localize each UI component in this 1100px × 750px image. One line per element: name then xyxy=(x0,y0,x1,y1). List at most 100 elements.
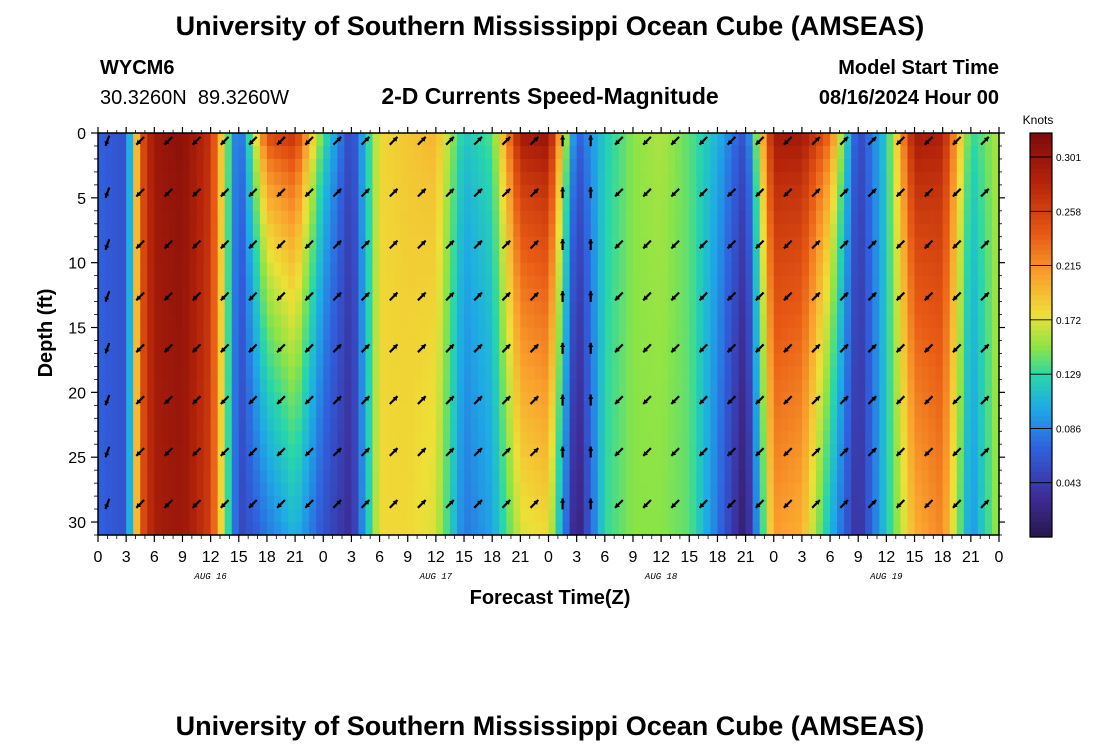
heatmap-cell xyxy=(520,275,528,290)
heatmap-cell xyxy=(569,145,578,160)
heatmap-cell xyxy=(780,133,789,147)
heatmap-cell xyxy=(196,223,205,238)
heatmap-cell xyxy=(808,379,817,393)
heatmap-cell xyxy=(464,314,472,329)
heatmap-cell xyxy=(801,522,810,536)
heatmap-cell xyxy=(618,184,627,199)
heatmap-cell xyxy=(499,262,507,277)
heatmap-cell xyxy=(119,133,127,147)
heatmap-cell xyxy=(956,483,965,497)
heatmap-cell xyxy=(837,236,845,251)
heatmap-cell xyxy=(182,133,191,147)
heatmap-cell xyxy=(281,509,289,523)
heatmap-cell xyxy=(499,197,507,212)
heatmap-cell xyxy=(893,327,902,342)
heatmap-cell xyxy=(351,133,360,147)
colorbar-segment xyxy=(1030,496,1052,503)
heatmap-cell xyxy=(618,145,627,160)
heatmap-cell xyxy=(196,314,205,329)
heatmap-cell xyxy=(464,275,472,290)
current-vector-arrow xyxy=(473,343,483,353)
heatmap-cell xyxy=(119,327,127,342)
heatmap-cell xyxy=(823,275,831,290)
current-vector-arrow xyxy=(332,239,342,250)
heatmap-cell xyxy=(900,366,909,380)
heatmap-cell xyxy=(238,522,247,536)
heatmap-cell xyxy=(175,509,184,523)
heatmap-cell xyxy=(421,431,430,445)
heatmap-cell xyxy=(640,184,648,199)
heatmap-cell xyxy=(302,353,310,368)
heatmap-cell xyxy=(724,145,733,160)
heatmap-cell xyxy=(309,444,317,458)
heatmap-cell xyxy=(316,392,324,406)
heatmap-cell xyxy=(337,314,345,329)
heatmap-cell xyxy=(632,236,641,251)
heatmap-cell xyxy=(977,236,986,251)
heatmap-cell xyxy=(464,249,472,264)
heatmap-cell xyxy=(773,470,782,484)
heatmap-cell xyxy=(506,353,514,368)
heatmap-cell xyxy=(837,197,845,212)
heatmap-cell xyxy=(956,249,965,264)
heatmap-cell xyxy=(98,133,106,147)
heatmap-cell xyxy=(414,236,423,251)
heatmap-cell xyxy=(780,288,789,303)
heatmap-cell xyxy=(435,145,444,160)
heatmap-cell xyxy=(597,171,606,186)
heatmap-cell xyxy=(823,405,831,419)
heatmap-cell xyxy=(604,340,613,355)
heatmap-cell xyxy=(464,223,472,238)
heatmap-cell xyxy=(140,340,148,355)
heatmap-cell xyxy=(661,249,669,264)
heatmap-cell xyxy=(654,431,662,445)
heatmap-cell xyxy=(273,171,282,186)
heatmap-cell xyxy=(203,366,212,380)
heatmap-cell xyxy=(604,301,613,316)
heatmap-cell xyxy=(464,483,472,497)
heatmap-cell xyxy=(844,275,852,290)
heatmap-cell xyxy=(365,496,374,510)
heatmap-cell xyxy=(724,392,733,406)
heatmap-cell xyxy=(935,405,944,419)
heatmap-cell xyxy=(421,314,430,329)
heatmap-cell xyxy=(844,197,852,212)
current-vector-arrow xyxy=(220,291,230,302)
heatmap-cell xyxy=(949,210,958,225)
heatmap-cell xyxy=(259,184,268,199)
heatmap-cell xyxy=(259,275,268,290)
colorbar-segment xyxy=(1030,461,1052,467)
heatmap-cell xyxy=(752,210,761,225)
colorbar-segment xyxy=(1030,228,1052,235)
current-vector-arrow xyxy=(248,136,258,146)
heatmap-cell xyxy=(337,444,345,458)
heatmap-cell xyxy=(421,509,430,523)
heatmap-cell xyxy=(689,301,697,316)
heatmap-cell xyxy=(991,470,1000,484)
heatmap-cell xyxy=(534,470,543,484)
heatmap-cell xyxy=(935,236,944,251)
heatmap-cell xyxy=(984,145,993,160)
heatmap-cell xyxy=(154,457,162,471)
heatmap-cell xyxy=(618,353,627,368)
heatmap-cell xyxy=(471,145,479,160)
heatmap-cell xyxy=(126,431,134,445)
heatmap-cell xyxy=(203,392,212,406)
heatmap-cell xyxy=(823,158,831,173)
heatmap-cell xyxy=(506,236,514,251)
heatmap-cell xyxy=(266,171,275,186)
heatmap-cell xyxy=(830,392,838,406)
heatmap-cell xyxy=(583,145,592,160)
heatmap-cell xyxy=(555,327,564,342)
heatmap-cell xyxy=(647,418,655,432)
heatmap-cell xyxy=(224,444,233,458)
heatmap-cell xyxy=(449,249,458,264)
heatmap-cell xyxy=(442,223,451,238)
heatmap-cell xyxy=(295,509,303,523)
heatmap-cell xyxy=(907,288,916,303)
heatmap-cell xyxy=(611,392,620,406)
heatmap-cell xyxy=(224,431,233,445)
heatmap-cell xyxy=(485,418,493,432)
heatmap-cell xyxy=(548,340,557,355)
heatmap-cell xyxy=(105,249,113,264)
